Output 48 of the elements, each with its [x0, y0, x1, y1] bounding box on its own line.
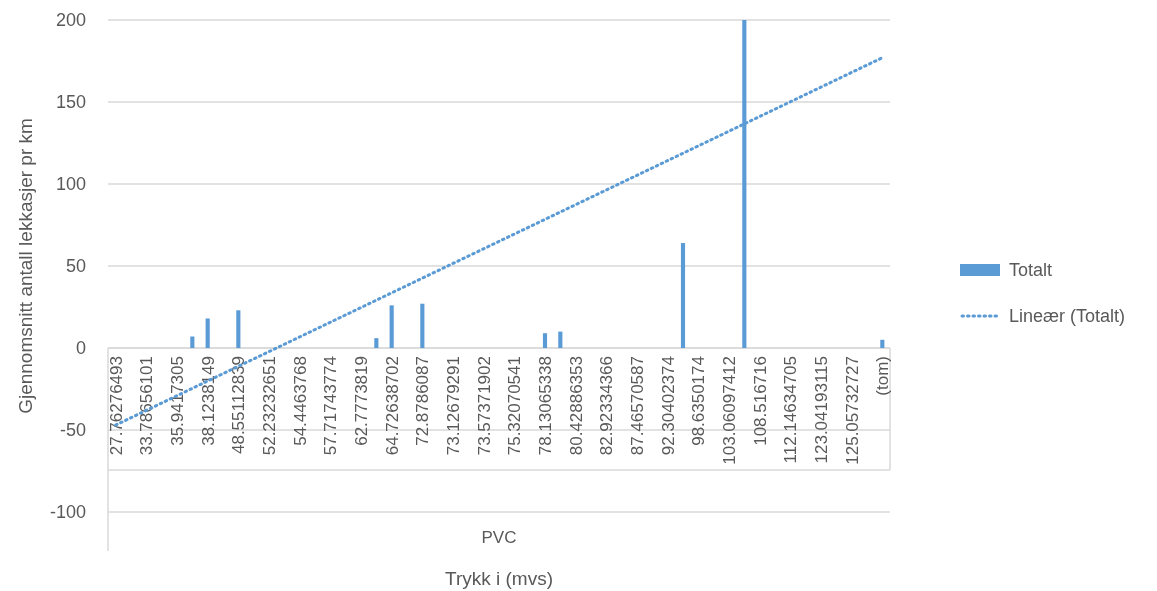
y-tick-label: 100: [55, 174, 86, 195]
legend-label: Totalt: [1009, 260, 1053, 281]
x-tick-label: 48.55112839: [229, 356, 249, 455]
bar: [190, 336, 195, 348]
bar: [542, 333, 548, 348]
bar: [236, 310, 241, 348]
y-tick-label: -50: [59, 420, 86, 441]
y-tick-label: 50: [65, 256, 86, 277]
x-tick-label: 98.6350174: [689, 356, 709, 446]
y-tick-label: 150: [55, 92, 86, 113]
x-tick-label: 72.8786087: [413, 356, 433, 446]
x-tick-label: 125.05732727: [842, 356, 862, 465]
x-tick-label: 92.30402374: [658, 356, 678, 456]
x-tick-label: 35.9417305: [167, 356, 187, 446]
x-tick-label: 108.516716: [750, 356, 770, 446]
text: PVC: [481, 527, 517, 547]
x-tick-label: 78.13065338: [535, 356, 555, 456]
bar: [558, 331, 563, 348]
bar: [389, 305, 394, 348]
y-tick-label: 0: [75, 338, 86, 359]
y-axis-title: Gjennomsnitt antall lekkasjer pr km: [14, 118, 36, 414]
x-tick-label: 27.76276493: [106, 356, 126, 456]
x-tick-label: 82.92334366: [597, 356, 617, 456]
y-tick-label: 200: [55, 10, 86, 31]
bar: [880, 339, 885, 348]
x-tick-label: 33.78656101: [137, 356, 157, 456]
x-tick-label: 73.12679291: [443, 356, 463, 456]
legend-label: Lineær (Totalt): [1009, 306, 1126, 327]
x-tick-label: 73.57371902: [474, 356, 494, 456]
x-tick-label: 57.71743774: [321, 356, 341, 456]
x-tick-label: 62.7773819: [351, 356, 371, 446]
x-tick-label: 38.1238149: [198, 356, 218, 446]
x-tick-label: 87.46570587: [627, 356, 647, 456]
y-tick-label: -100: [49, 502, 86, 523]
x-tick-label: 80.42886353: [566, 356, 586, 456]
bar: [680, 243, 686, 348]
x-tick-label: (tom): [873, 356, 893, 396]
x-tick-label: 64.72638702: [382, 356, 402, 456]
x-tick-label: 54.4463768: [290, 356, 310, 446]
bar: [420, 303, 425, 348]
x-axis-title: Trykk i (mvs): [445, 567, 553, 589]
x-tick-label: 103.06097412: [719, 356, 739, 465]
bar: [205, 318, 210, 348]
bar: [374, 338, 379, 348]
x-tick-label: 75.32070541: [505, 356, 525, 456]
x-tick-label: 112.14634705: [781, 356, 801, 464]
x-tick-label: 123.04193115: [811, 356, 831, 464]
x-tick-label: 52.23232651: [259, 356, 279, 456]
